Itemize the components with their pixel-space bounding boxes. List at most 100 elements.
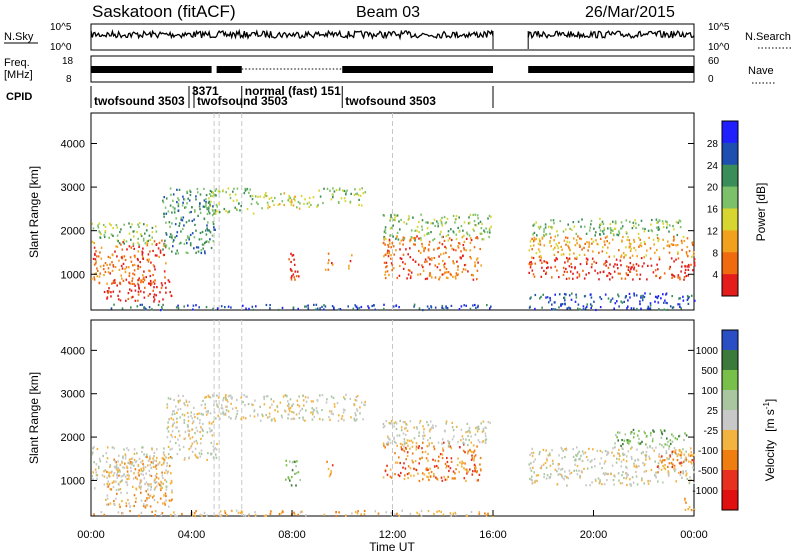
colorbar-tick-7: -500 <box>698 466 718 477</box>
echo-region-1 <box>91 446 168 491</box>
nsky-tick-bottom: 10^0 <box>50 42 72 53</box>
colorbar-tick-3: 12 <box>707 226 719 237</box>
velocity-x-axis: 00:00 04:00 08:00 12:00 16:00 20:00 00:00 <box>77 510 708 541</box>
velocity-xlabel: Time UT <box>369 540 415 554</box>
colorbar-swatch-2 <box>722 350 738 371</box>
echo-region-5 <box>205 187 255 216</box>
ytick-label-2: 2000 <box>61 226 85 238</box>
colorbar-tick-6: 24 <box>707 161 719 172</box>
cpid-segment-label-4: normal (fast) 151 <box>245 84 341 98</box>
colorbar-tick-1: 4 <box>712 270 718 281</box>
colorbar-swatch-1 <box>722 330 738 351</box>
nave-tick-bottom: 0 <box>708 74 714 85</box>
nsearch-label: N.Search <box>745 31 791 43</box>
nsky-trace-segment-2 <box>527 30 695 40</box>
colorbar-tick-7: 28 <box>707 139 719 150</box>
cpid-segment-label-1: twofsound 3503 <box>94 94 185 108</box>
freq-tick-top: 18 <box>62 56 74 67</box>
velocity-colorbar-unit: [m s <box>763 409 777 432</box>
ytick-label-4: 4000 <box>61 345 85 357</box>
power-y-axis: 1000 2000 3000 4000 <box>61 139 694 281</box>
xtick-label-6: 20:00 <box>580 529 608 541</box>
colorbar-tick-8: -1000 <box>692 486 718 497</box>
ytick-label-3: 3000 <box>61 389 85 401</box>
colorbar-swatch-2 <box>722 142 738 166</box>
velocity-panel: 1000 2000 3000 4000 00:00 04:00 08:00 12:00 16:… <box>27 319 777 554</box>
cpid-label: CPID <box>6 91 32 103</box>
power-colorbar: 4 8 12 16 20 24 28 <box>707 120 739 297</box>
colorbar-tick-1: 1000 <box>696 346 719 357</box>
colorbar-swatch-7 <box>722 450 738 471</box>
echo-region-12 <box>382 213 492 242</box>
xtick-label-7: 00:00 <box>680 529 708 541</box>
echo-region-2 <box>103 279 173 303</box>
echo-region-4 <box>166 394 218 461</box>
beam-label: Beam 03 <box>356 4 420 21</box>
colorbar-tick-4: 25 <box>707 406 719 417</box>
power-data <box>91 113 696 312</box>
ytick-label-2: 2000 <box>61 432 85 444</box>
colorbar-swatch-8 <box>722 470 738 491</box>
echo-region-11 <box>382 235 482 281</box>
freq-label: Freq. <box>4 57 30 69</box>
echo-region-10 <box>348 254 353 270</box>
colorbar-frame <box>721 120 739 297</box>
nsearch-tick-top: 10^5 <box>708 22 730 33</box>
nave-tick-top: 60 <box>708 56 720 67</box>
freq-bar-2 <box>216 66 242 73</box>
colorbar-swatch-4 <box>722 186 738 209</box>
echo-region-17 <box>528 292 696 312</box>
nsky-label: N.Sky <box>4 31 34 43</box>
velocity-colorbar-label: Velocity [m s-1] <box>762 399 777 482</box>
colorbar-frame <box>721 329 739 511</box>
colorbar-swatch-3 <box>722 164 738 187</box>
figure-title: Saskatoon (fitACF) <box>92 2 236 21</box>
nsky-trace-segment-1 <box>90 28 494 41</box>
echo-region-6 <box>285 459 301 487</box>
colorbar-tick-3: 100 <box>701 386 718 397</box>
echo-region-15 <box>532 217 682 238</box>
nsky-trace <box>90 28 695 49</box>
cpid-segment-label-5: twofsound 3503 <box>345 94 436 108</box>
echo-region-1 <box>91 239 167 286</box>
colorbar-tick-6: -100 <box>698 446 718 457</box>
colorbar-swatch-1 <box>722 121 738 144</box>
freq-bar-1 <box>91 66 212 73</box>
echo-region-5 <box>204 393 366 422</box>
echo-region-13 <box>528 256 696 281</box>
colorbar-swatch-5 <box>722 208 738 231</box>
colorbar-tick-4: 16 <box>707 205 719 216</box>
ytick-label-3: 3000 <box>61 182 85 194</box>
colorbar-tick-5: 20 <box>707 183 719 194</box>
velocity-y-axis: 1000 2000 3000 4000 <box>61 345 694 487</box>
echo-region-6 <box>254 191 319 210</box>
nsearch-tick-bottom: 10^0 <box>708 42 730 53</box>
echo-region-3 <box>91 222 158 246</box>
freq-bar-3 <box>342 66 493 73</box>
colorbar-swatch-4 <box>722 390 738 411</box>
power-panel: 1000 2000 3000 4000 Slant Range [km] 4 8 12 16… <box>27 112 768 312</box>
velocity-colorbar-unit-exp: -1 <box>762 402 771 410</box>
colorbar-swatch-5 <box>722 410 738 431</box>
velocity-data <box>91 320 696 518</box>
nsky-tick-top: 10^5 <box>50 22 72 33</box>
colorbar-swatch-6 <box>722 430 738 451</box>
xtick-label-5: 16:00 <box>479 529 507 541</box>
ytick-label-1: 1000 <box>61 475 85 487</box>
cpid-segment-label-3: twofsound 3503 <box>197 94 288 108</box>
nsky-panel: N.Sky 10^5 10^0 10^5 10^0 N.Search <box>4 22 792 53</box>
echo-region-16 <box>110 303 492 312</box>
cpid-segment-label-2: 3371 <box>192 84 219 98</box>
power-ylabel: Slant Range [km] <box>27 166 41 258</box>
colorbar-swatch-8 <box>722 274 738 297</box>
freq-unit: [MHz] <box>4 69 33 81</box>
colorbar-tick-5: -25 <box>704 426 719 437</box>
power-colorbar-label: Power [dB] <box>754 183 768 242</box>
echo-region-14 <box>684 497 696 512</box>
echo-region-11 <box>656 450 695 474</box>
freq-panel: Freq. [MHz] 18 8 60 0 Nave <box>4 55 776 85</box>
velocity-colorbar-name: Velocity <box>763 440 777 481</box>
